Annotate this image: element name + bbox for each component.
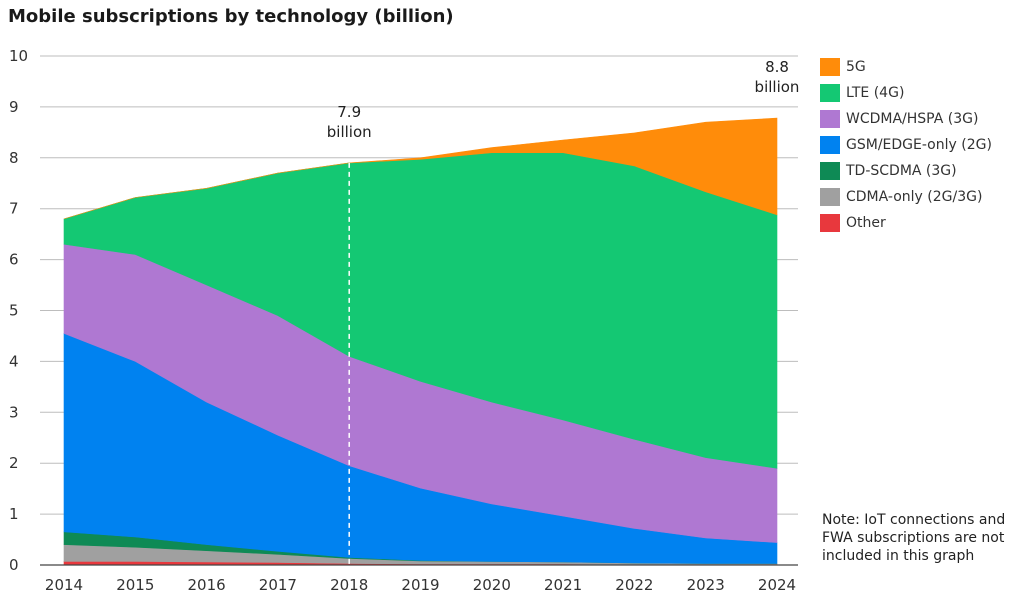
legend-swatch — [820, 136, 840, 154]
legend-label: WCDMA/HSPA (3G) — [846, 111, 979, 127]
annotation-value: 8.8 — [765, 58, 789, 76]
annotation-unit: billion — [755, 78, 800, 96]
x-tick-label: 2014 — [45, 576, 83, 594]
legend-swatch — [820, 84, 840, 102]
x-tick-label: 2020 — [473, 576, 511, 594]
x-tick-label: 2017 — [259, 576, 297, 594]
y-tick-label: 6 — [9, 251, 19, 269]
y-tick-label: 2 — [9, 454, 19, 472]
footnote: Note: IoT connections and FWA subscripti… — [822, 512, 1006, 564]
legend-item-lte-4g: LTE (4G) — [820, 80, 992, 106]
y-tick-label: 3 — [9, 403, 19, 421]
legend-item-other: Other — [820, 210, 992, 236]
y-tick-label: 10 — [9, 47, 28, 65]
x-tick-label: 2024 — [758, 576, 796, 594]
legend-item-td-scdma-3g: TD-SCDMA (3G) — [820, 158, 992, 184]
legend-label: 5G — [846, 59, 866, 75]
area-series-5g — [63, 117, 778, 220]
y-tick-label: 5 — [9, 302, 19, 320]
x-tick-label: 2023 — [687, 576, 725, 594]
x-tick-label: 2019 — [401, 576, 439, 594]
annotation-unit: billion — [327, 123, 372, 141]
x-tick-label: 2022 — [615, 576, 653, 594]
legend-swatch — [820, 162, 840, 180]
area-layers — [63, 117, 778, 566]
legend-label: LTE (4G) — [846, 85, 905, 101]
legend-item-cdma-only-2g-3g: CDMA-only (2G/3G) — [820, 184, 992, 210]
legend-label: CDMA-only (2G/3G) — [846, 189, 983, 205]
legend-label: GSM/EDGE-only (2G) — [846, 137, 992, 153]
axes: 0 1 2 3 4 5 6 7 8 9 10 2014 2015 2016 2017 2018 2019 2020… — [9, 47, 798, 594]
annotation-value: 7.9 — [337, 103, 361, 121]
y-tick-label: 4 — [9, 352, 19, 370]
legend-swatch — [820, 58, 840, 76]
x-tick-label: 2016 — [188, 576, 226, 594]
legend-swatch — [820, 188, 840, 206]
x-tick-label: 2018 — [330, 576, 368, 594]
legend-label: TD-SCDMA (3G) — [846, 163, 957, 179]
y-tick-label: 9 — [9, 98, 19, 116]
y-tick-label: 7 — [9, 200, 19, 218]
y-tick-label: 8 — [9, 149, 19, 167]
annotations: 7.9 billion 8.8 billion — [327, 58, 800, 565]
chart-title: Mobile subscriptions by technology (bill… — [8, 6, 454, 27]
legend-item-5g: 5G — [820, 54, 992, 80]
legend-item-gsm-edge-only-2g: GSM/EDGE-only (2G) — [820, 132, 992, 158]
x-tick-label: 2021 — [544, 576, 582, 594]
legend-swatch — [820, 110, 840, 128]
y-tick-label: 1 — [9, 505, 19, 523]
x-tick-label: 2015 — [116, 576, 154, 594]
legend-swatch — [820, 214, 840, 232]
legend: 5G LTE (4G) WCDMA/HSPA (3G) GSM/EDGE-only (… — [820, 54, 992, 236]
legend-item-wcdma-hspa-3g: WCDMA/HSPA (3G) — [820, 106, 992, 132]
y-tick-label: 0 — [9, 556, 19, 574]
legend-label: Other — [846, 215, 886, 231]
